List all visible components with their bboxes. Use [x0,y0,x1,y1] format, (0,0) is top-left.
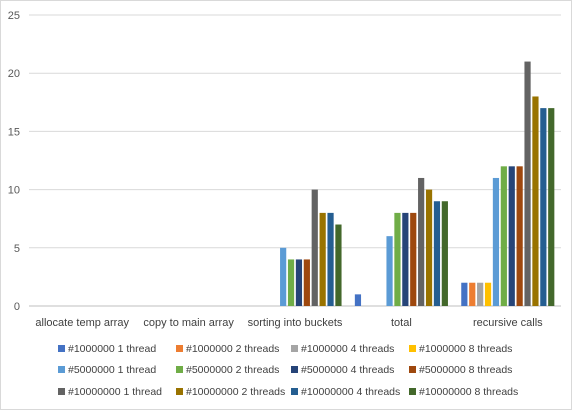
legend-label: #5000000 2 threads [186,364,279,376]
legend-swatch [176,366,183,373]
legend-swatch [291,366,298,373]
bar-6-5 [500,166,507,306]
bar-11-4 [433,201,441,306]
bar-1-5 [461,282,468,306]
bar-12-5 [548,108,555,307]
bar-5-3 [280,247,287,306]
bar-4-5 [484,282,492,306]
bar-9-3 [311,189,318,306]
y-tick-label: 25 [8,10,20,22]
legend-label: #1000000 2 threads [186,343,279,355]
legend-swatch [409,366,416,373]
legend-swatch [409,345,416,352]
bar-2-5 [469,282,476,306]
legend-label: #1000000 8 threads [419,343,512,355]
legend-swatch [176,345,183,352]
x-category-label: sorting into buckets [248,317,343,329]
y-tick-label: 5 [14,243,20,255]
legend-label: #5000000 8 threads [419,364,512,376]
bar-11-5 [540,108,547,307]
bar-5-4 [386,236,393,306]
legend-swatch [409,388,416,395]
x-category-label: copy to main array [143,317,234,329]
bar-9-4 [418,177,425,306]
legend-label: #10000000 2 threads [186,386,285,398]
legend-label: #1000000 1 thread [68,343,156,355]
legend-swatch [176,388,183,395]
legend-label: #10000000 4 threads [301,386,400,398]
bar-8-5 [516,166,523,306]
legend-label: #1000000 4 threads [301,343,394,355]
legend-swatch [58,345,65,352]
x-category-label: recursive calls [473,317,543,329]
bar-12-4 [441,201,448,306]
bar-12-3 [335,224,342,306]
bar-8-4 [410,212,417,306]
bar-1-4 [354,294,362,306]
bar-9-5 [524,61,531,307]
legend-label: #10000000 8 threads [419,386,518,398]
bar-8-3 [303,259,310,306]
bar-7-4 [402,212,409,306]
y-tick-label: 20 [8,68,20,80]
bar-6-3 [287,259,295,306]
y-tick-label: 10 [8,185,20,197]
bar-10-3 [319,212,326,306]
x-category-label: total [391,317,412,329]
bar-10-5 [532,96,539,306]
y-tick-label: 15 [8,126,20,138]
y-tick-label: 0 [14,301,20,313]
bar-7-3 [295,259,303,306]
x-category-label: allocate temp array [35,317,129,329]
legend-label: #5000000 4 threads [301,364,394,376]
bar-6-4 [394,212,401,306]
legend-label: #10000000 1 thread [68,386,162,398]
legend-swatch [58,388,65,395]
legend-swatch [291,345,298,352]
legend-swatch [58,366,65,373]
legend-label: #5000000 1 thread [68,364,156,376]
bar-11-3 [327,212,334,306]
bar-3-5 [477,282,484,306]
bar-5-5 [492,177,500,306]
bar-7-5 [508,166,515,306]
bar-10-4 [425,189,433,306]
legend-swatch [291,388,298,395]
